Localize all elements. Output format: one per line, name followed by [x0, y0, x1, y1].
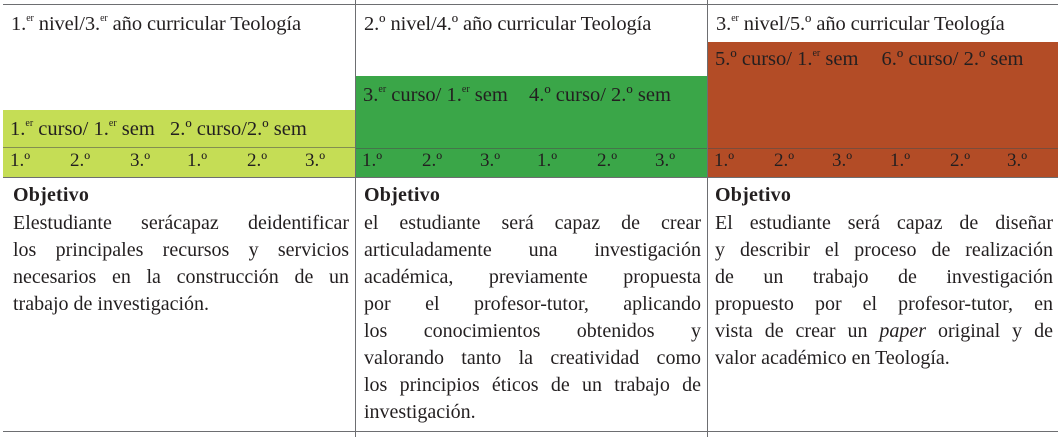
top-rule [3, 4, 1058, 5]
level-column-2: 2.º nivel/4.º año curricular Teología 3.… [356, 0, 707, 437]
level-column-3: 3.er nivel/5.º año curricular Teología 5… [708, 0, 1058, 437]
course-a: 1.er curso/ 1.er sem [10, 118, 155, 140]
course-band: 5.º curso/ 1.er sem 6.º curso/ 2.º sem 1… [708, 42, 1058, 177]
session-number: 3.º [655, 150, 676, 171]
level-title: 1.er nivel/3.er año curricular Teología [11, 13, 301, 35]
objective-line: trabajo de investigación. [13, 293, 210, 315]
objective-text: Elestudiante serácapaz deidentificar los… [13, 210, 349, 318]
objective-line: y describir el proceso de realización [715, 239, 1053, 261]
session-number: 1.º [10, 150, 31, 171]
session-number: 2.º [774, 150, 795, 171]
objective-line: vista de crear un paper original y de [715, 320, 1053, 342]
bottom-rule [3, 431, 1058, 432]
session-number: 3.º [832, 150, 853, 171]
objective-label: Objetivo [364, 184, 441, 206]
course-labels: 3.er curso/ 1.er sem 4.º curso/ 2.º sem [363, 84, 671, 107]
objective-line: los principales recursos y servicios [13, 239, 349, 261]
objective-line: investigación. [364, 401, 476, 423]
band-divider [3, 147, 355, 148]
course-band: 1.er curso/ 1.er sem 2.º curso/2.º sem 1… [3, 110, 355, 177]
level-title: 3.er nivel/5.º año curricular Teología [716, 13, 1005, 35]
objective-text: El estudiante será capaz de diseñar y de… [715, 210, 1053, 372]
objective-text: el estudiante será capaz de crear articu… [364, 210, 701, 426]
column-separator [707, 0, 708, 437]
band-divider [356, 148, 707, 149]
objective-line: El estudiante será capaz de diseñar [715, 212, 1053, 234]
header-bottom-rule [3, 177, 1058, 178]
objective-line: Elestudiante serácapaz deidentificar [13, 212, 349, 234]
session-number: 2.º [70, 150, 91, 171]
level-title: 2.º nivel/4.º año curricular Teología [364, 13, 652, 35]
objective-line: académica, previamente propuesta [364, 266, 701, 288]
session-number: 1.º [714, 150, 735, 171]
session-number: 3.º [305, 150, 326, 171]
course-a: 5.º curso/ 1.er sem [715, 48, 859, 70]
session-number: 3.º [480, 150, 501, 171]
course-a: 3.er curso/ 1.er sem [363, 84, 508, 106]
objective-line: valor académico en Teología. [715, 347, 950, 369]
objective-line: articuladamente una investigación [364, 239, 701, 261]
course-b: 4.º curso/ 2.º sem [528, 84, 671, 106]
objective-line: el estudiante será capaz de crear [364, 212, 701, 234]
session-number: 2.º [950, 150, 971, 171]
paper-emphasis: paper [879, 320, 927, 342]
objective-line: de un trabajo de investigación [715, 266, 1053, 288]
objective-line: necesarios en la construcción de un [13, 266, 349, 288]
objective-label: Objetivo [715, 184, 792, 206]
objective-label: Objetivo [13, 184, 90, 206]
objective-line: propuesto por el profesor-tutor, en [715, 293, 1053, 315]
column-separator [355, 0, 356, 437]
session-number: 1.º [890, 150, 911, 171]
level-column-1: 1.er nivel/3.er año curricular Teología … [3, 0, 355, 437]
course-labels: 1.er curso/ 1.er sem 2.º curso/2.º sem [10, 118, 307, 141]
course-labels: 5.º curso/ 1.er sem 6.º curso/ 2.º sem [715, 48, 1024, 71]
course-band: 3.er curso/ 1.er sem 4.º curso/ 2.º sem … [356, 76, 707, 177]
session-number: 2.º [422, 150, 443, 171]
session-number: 2.º [597, 150, 618, 171]
session-number: 1.º [187, 150, 208, 171]
session-number: 1.º [537, 150, 558, 171]
course-b: 2.º curso/2.º sem [169, 118, 307, 140]
band-divider [708, 148, 1058, 149]
objective-line: los conocimientos obtenidos y [364, 320, 701, 342]
objective-line: los principios éticos de un trabajo de [364, 374, 701, 396]
session-number: 3.º [1007, 150, 1028, 171]
objective-line: valorando tanto la creatividad como [364, 347, 701, 369]
session-number: 2.º [247, 150, 268, 171]
session-number: 3.º [130, 150, 151, 171]
objective-line: por el profesor-tutor, aplicando [364, 293, 701, 315]
session-number: 1.º [362, 150, 383, 171]
course-b: 6.º curso/ 2.º sem [881, 48, 1024, 70]
